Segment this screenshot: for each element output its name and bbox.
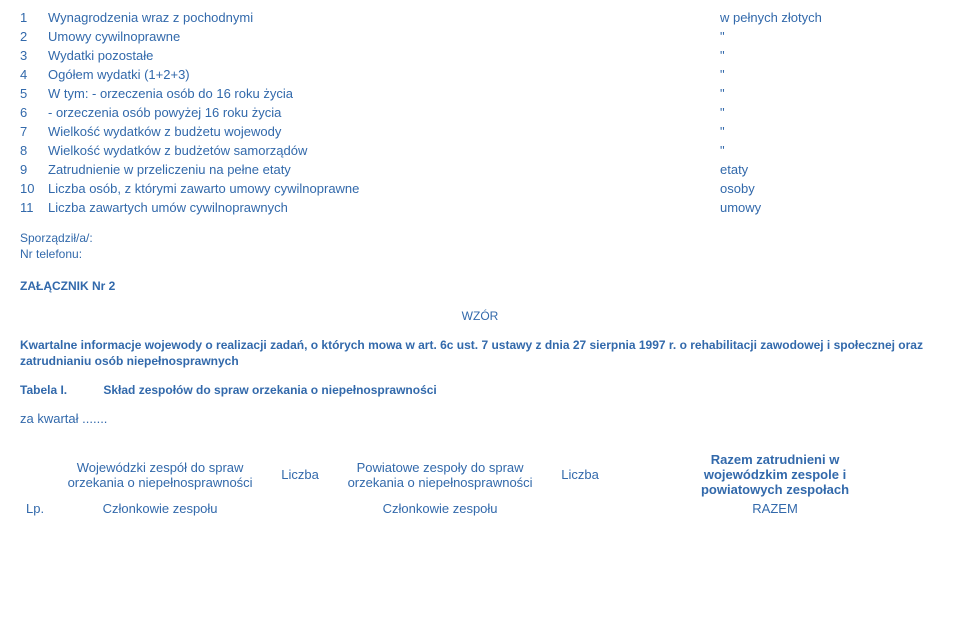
list-label: Wynagrodzenia wraz z pochodnymi	[48, 8, 720, 27]
lp-label: Lp.	[20, 499, 50, 518]
razem-label: RAZEM	[610, 499, 940, 518]
list-number: 6	[20, 103, 48, 122]
col-liczba-2: Liczba	[550, 450, 610, 499]
wzor-label: WZÓR	[20, 309, 940, 323]
list-number: 7	[20, 122, 48, 141]
list-label: W tym: - orzeczenia osób do 16 roku życi…	[48, 84, 720, 103]
list-unit: w pełnych złotych	[720, 8, 940, 27]
list-label: Ogółem wydatki (1+2+3)	[48, 65, 720, 84]
list-number: 2	[20, 27, 48, 46]
list-row: 9Zatrudnienie w przeliczeniu na pełne et…	[20, 160, 940, 179]
list-unit: "	[720, 27, 940, 46]
description-paragraph: Kwartalne informacje wojewody o realizac…	[20, 337, 940, 369]
list-unit: "	[720, 103, 940, 122]
members-2: Członkowie zespołu	[330, 499, 550, 518]
list-number: 3	[20, 46, 48, 65]
list-unit: osoby	[720, 179, 940, 198]
list-label: Umowy cywilnoprawne	[48, 27, 720, 46]
list-row: 8Wielkość wydatków z budżetów samorządów…	[20, 141, 940, 160]
list-number: 4	[20, 65, 48, 84]
list-number: 8	[20, 141, 48, 160]
members-1: Członkowie zespołu	[50, 499, 270, 518]
list-label: Wielkość wydatków z budżetu wojewody	[48, 122, 720, 141]
list-label: Liczba zawartych umów cywilnoprawnych	[48, 198, 720, 217]
phone-line: Nr telefonu:	[20, 247, 940, 261]
list-number: 9	[20, 160, 48, 179]
list-unit: etaty	[720, 160, 940, 179]
col-razem: Razem zatrudnieni w wojewódzkim zespole …	[610, 450, 940, 499]
col-woj: Wojewódzki zespół do spraw orzekania o n…	[50, 450, 270, 499]
author-line: Sporządził/a/:	[20, 231, 940, 245]
list-row: 4Ogółem wydatki (1+2+3)"	[20, 65, 940, 84]
razem-line-1: Razem zatrudnieni w	[616, 452, 934, 467]
list-label: Wielkość wydatków z budżetów samorządów	[48, 141, 720, 160]
list-row: 11Liczba zawartych umów cywilnoprawnychu…	[20, 198, 940, 217]
list-row: 3Wydatki pozostałe"	[20, 46, 940, 65]
list-row: 10Liczba osób, z którymi zawarto umowy c…	[20, 179, 940, 198]
list-label: Zatrudnienie w przeliczeniu na pełne eta…	[48, 160, 720, 179]
col-liczba-1: Liczba	[270, 450, 330, 499]
tabela-text: Skład zespołów do spraw orzekania o niep…	[103, 383, 436, 397]
table-title-row: Tabela I. Skład zespołów do spraw orzeka…	[20, 383, 940, 397]
list-label: - orzeczenia osób powyżej 16 roku życia	[48, 103, 720, 122]
list-unit: "	[720, 84, 940, 103]
numbered-list: 1Wynagrodzenia wraz z pochodnymiw pełnyc…	[20, 8, 940, 217]
list-unit: umowy	[720, 198, 940, 217]
attachment-heading: ZAŁĄCZNIK Nr 2	[20, 279, 940, 293]
list-number: 1	[20, 8, 48, 27]
list-number: 10	[20, 179, 48, 198]
tabela-label: Tabela I.	[20, 383, 100, 397]
list-row: 1Wynagrodzenia wraz z pochodnymiw pełnyc…	[20, 8, 940, 27]
list-label: Liczba osób, z którymi zawarto umowy cyw…	[48, 179, 720, 198]
list-label: Wydatki pozostałe	[48, 46, 720, 65]
razem-line-3: powiatowych zespołach	[616, 482, 934, 497]
list-unit: "	[720, 46, 940, 65]
razem-line-2: wojewódzkim zespole i	[616, 467, 934, 482]
list-row: 5W tym: - orzeczenia osób do 16 roku życ…	[20, 84, 940, 103]
list-unit: "	[720, 141, 940, 160]
bottom-header-table: Wojewódzki zespół do spraw orzekania o n…	[20, 450, 940, 518]
list-unit: "	[720, 122, 940, 141]
list-row: 6- orzeczenia osób powyżej 16 roku życia…	[20, 103, 940, 122]
col-pow: Powiatowe zespoły do spraw orzekania o n…	[330, 450, 550, 499]
list-unit: "	[720, 65, 940, 84]
list-row: 2Umowy cywilnoprawne"	[20, 27, 940, 46]
quarter-line: za kwartał .......	[20, 411, 940, 426]
list-number: 5	[20, 84, 48, 103]
list-row: 7Wielkość wydatków z budżetu wojewody"	[20, 122, 940, 141]
list-number: 11	[20, 198, 48, 217]
